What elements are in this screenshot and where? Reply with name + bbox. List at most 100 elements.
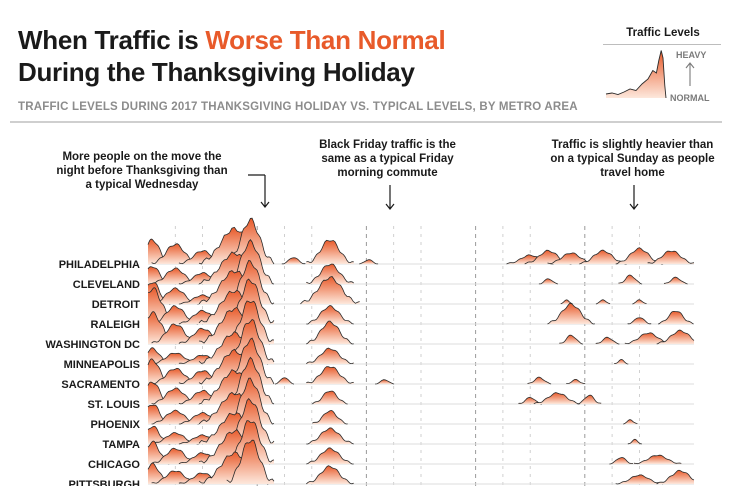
ridge-peak-line [226,217,275,265]
legend-sparkline-line [605,50,667,99]
ridge-peak-area [533,392,582,404]
ridge-peak-area [148,405,171,424]
ridge-peak-line [547,302,595,325]
ridge-peak-line [647,250,695,264]
ridge-peak-area [618,275,643,284]
ridge-peak-line [595,299,611,305]
ridge-peak-area [615,474,664,484]
ridge-peak-area [151,287,199,304]
legend-heavy-label: HEAVY [676,50,707,60]
ridge-peak-line [656,329,695,345]
ridge-peak-area [538,278,558,284]
ridge-peak-area [306,366,354,384]
ridge-peak-area [306,305,354,324]
ridge-peak-area [151,448,199,464]
ridge-peak-area [306,264,354,284]
annotation-sunday-arrow-icon [629,185,639,210]
ridge-peak-area [615,247,664,264]
ridge-peak-area [226,440,274,484]
ridge-row-pittsburgh [147,439,695,485]
ridge-peak-area [577,395,602,404]
ridge-peak-line [595,336,620,345]
ridge-peak-line [618,274,643,285]
ridge-peak-line [663,276,688,285]
legend-divider [603,44,721,45]
ridge-peak-line [306,366,354,384]
ridge-peak-area [312,410,348,424]
ridge-peak-area [627,317,652,324]
ridge-peak-area [151,323,199,344]
metro-label: PHILADELPHIA [59,259,140,271]
ridge-peak-line [615,474,664,485]
ridge-peak-area [151,471,199,484]
ridge-peak-line [579,249,627,265]
ridge-peak-area [527,377,552,384]
metro-label: CLEVELAND [73,279,140,291]
ridge-peak-area [359,259,379,264]
title-highlight: Worse Than Normal [205,25,446,55]
ridge-peak-area [148,239,171,264]
ridge-peak-area [306,427,354,444]
metro-label: RALEIGH [91,319,141,331]
ridge-peak-area [281,257,306,264]
ridge-peak-line [559,334,583,345]
ridge-peak-area [148,347,171,364]
ridge-peak-line [306,427,354,445]
ridge-peak-area [623,419,638,424]
ridge-peak-area [633,455,682,464]
ridge-peak-area [656,330,694,344]
ridge-peak-area [306,321,354,344]
annotation-sunday: Traffic is slightly heavier than on a ty… [550,139,715,179]
annotation-wednesday: More people on the move the night before… [56,151,228,191]
ridge-peak-line [538,278,559,285]
legend-up-arrow-icon [685,62,695,86]
ridge-peak-line [614,358,629,365]
ridge-peak-line [627,317,652,325]
metro-label: CHICAGO [88,459,140,471]
ridge-peak-area [148,463,171,484]
ridge-peak-line [306,465,354,485]
ridge-peak-line [656,469,695,485]
ridge-peak-line [560,299,573,305]
metro-label: WASHINGTON DC [45,339,140,351]
metro-label: MINNEAPOLIS [64,359,140,371]
ridge-peak-line [609,457,633,465]
ridge-peak-area [148,441,171,464]
ridge-peak-area [306,465,354,484]
ridge-peak-line [300,276,360,305]
ridge-peak-line [226,439,275,484]
ridge-peak-line [306,320,354,345]
ridge-peak-area [595,299,611,304]
ridge-peak-line [306,304,354,325]
ridge-peak-line [306,347,354,365]
ridge-peak-area [151,305,199,324]
annotation-wednesday-arrow-icon [260,175,270,208]
chart-subtitle: TRAFFIC LEVELS DURING 2017 THANKSGIVING … [18,101,578,113]
metro-label: ST. LOUIS [87,399,140,411]
ridge-peak-line [306,239,354,264]
ridge-peak-area [647,251,694,264]
annotation-black-friday-arrow-icon [385,185,395,210]
metro-label: SACRAMENTO [61,379,140,391]
ridge-peak-line [306,447,354,465]
ridge-peak-area [547,303,595,324]
ridge-peak-area [148,266,171,284]
ridge-peak-area [300,276,360,304]
legend-sparkline-area [606,50,666,98]
ridge-peak-area [148,311,177,344]
ridge-peak-area [148,382,171,404]
metro-label: TAMPA [103,439,141,451]
title-part-1: When Traffic is [18,25,206,55]
ridge-peak-area [624,332,673,344]
metro-label: PHOENIX [90,419,140,431]
ridge-peak-line [312,390,348,405]
ridge-peak-line [627,438,642,445]
ridge-peak-area [595,337,620,344]
ridge-peak-area [151,432,199,444]
ridge-peak-line [312,409,348,425]
annotation-black-friday: Black Friday traffic is the same as a ty… [319,139,456,179]
title-line-2: During the Thanksgiving Holiday [18,57,415,87]
ridge-peak-line [306,263,354,284]
metro-label: PITTSBURGH [69,479,141,486]
